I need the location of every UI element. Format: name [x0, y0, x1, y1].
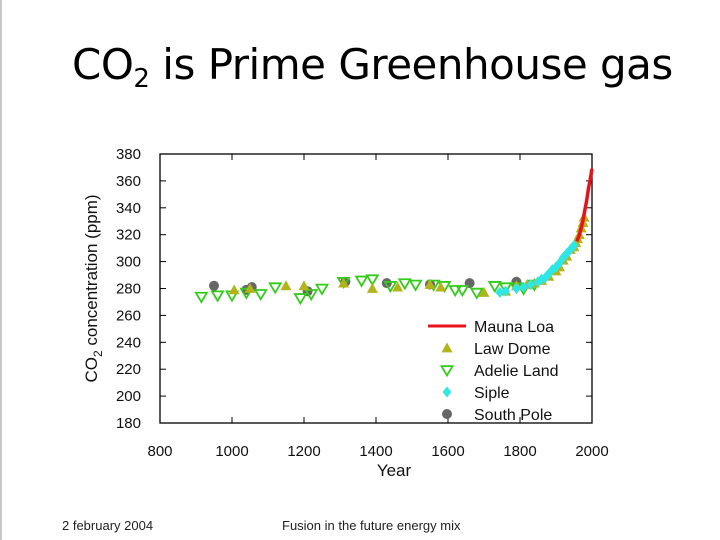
data-point-adelie [383, 281, 398, 294]
y-axis-title-prefix: CO [82, 357, 101, 383]
data-point-adelie [210, 290, 225, 303]
data-point-siple [512, 283, 521, 294]
x-axis-title: Year [377, 461, 412, 480]
data-point-law_dome [435, 281, 447, 292]
y-tick-label: 200 [116, 388, 141, 405]
y-tick-label: 300 [116, 254, 141, 271]
legend-marker-south_pole [442, 409, 452, 419]
footer-title: Fusion in the future energy mix [282, 518, 461, 533]
data-point-law_dome [338, 277, 350, 288]
data-point-adelie [498, 282, 513, 295]
data-point-siple [519, 281, 528, 293]
data-point-law_dome [478, 287, 490, 297]
y-tick-label: 340 [116, 200, 141, 217]
data-point-adelie [408, 279, 423, 292]
data-point-siple [495, 287, 505, 299]
data-point-law_dome [392, 281, 404, 292]
y-tick-label: 220 [116, 361, 141, 378]
legend-label-mauna_loa: Mauna Loa [474, 319, 554, 336]
y-tick-label: 360 [116, 173, 141, 190]
data-point-adelie [365, 274, 380, 287]
data-point-adelie [314, 283, 330, 296]
data-point-siple [501, 285, 510, 297]
x-tick-label: 1400 [359, 443, 392, 460]
data-marks [194, 168, 594, 306]
legend-marker-siple [442, 386, 452, 398]
legend-marker-adelie [439, 365, 455, 378]
data-point-law_dome [366, 283, 378, 293]
x-tick-label: 1800 [503, 443, 536, 460]
y-axis-title-subscript: 2 [91, 350, 105, 357]
title-prefix: CO [72, 40, 134, 89]
data-point-south_pole [209, 280, 219, 291]
y-tick-label: 380 [116, 146, 141, 163]
data-point-law_dome [424, 278, 436, 289]
x-tick-label: 1200 [287, 443, 320, 460]
y-tick-label: 260 [116, 307, 141, 324]
x-axis-ticks: 800 1000 1200 1400 1600 1800 2000 [147, 154, 609, 460]
x-tick-label: 800 [147, 443, 172, 460]
footer-date: 2 february 2004 [62, 518, 154, 533]
data-point-adelie [304, 289, 319, 302]
data-point-adelie [354, 275, 369, 288]
data-point-law_dome [244, 283, 256, 293]
data-point-siple [569, 239, 579, 251]
legend-label-south_pole: South Pole [474, 407, 552, 424]
legend-label-adelie: Adelie Land [474, 363, 559, 380]
x-tick-label: 1600 [431, 443, 464, 460]
data-point-law_dome [228, 284, 240, 295]
data-point-adelie [253, 289, 268, 302]
y-tick-label: 320 [116, 227, 141, 244]
data-point-adelie [268, 282, 283, 295]
title-subscript: 2 [133, 64, 150, 94]
slide-title: CO2 is Prime Greenhouse gas [72, 40, 673, 94]
data-point-law_dome [298, 280, 310, 291]
y-tick-label: 240 [116, 334, 141, 351]
x-tick-label: 1000 [215, 443, 248, 460]
y-axis-title-suffix: concentration (ppm) [82, 194, 101, 350]
legend: Mauna Loa Law Dome Adelie Land Siple South P… [428, 319, 559, 424]
legend-label-siple: Siple [474, 385, 510, 402]
legend-marker-law_dome [441, 342, 453, 353]
title-suffix: is Prime Greenhouse gas [149, 40, 673, 89]
data-point-adelie [397, 278, 412, 291]
x-tick-label: 2000 [575, 443, 608, 460]
y-axis-title: CO2 concentration (ppm) [82, 194, 105, 382]
data-point-adelie [239, 287, 254, 300]
legend-label-law_dome: Law Dome [474, 341, 551, 358]
data-point-adelie [455, 285, 470, 298]
y-tick-label: 180 [116, 415, 141, 432]
data-point-adelie [293, 293, 308, 306]
slide-left-border [0, 0, 2, 540]
data-point-adelie [487, 281, 502, 294]
data-point-law_dome [280, 280, 292, 291]
series-line-mauna_loa [575, 168, 594, 243]
data-point-siple [526, 278, 536, 290]
data-point-adelie [469, 287, 484, 300]
data-point-adelie [448, 285, 463, 298]
y-axis-ticks: 180 200 220 240 260 280 300 320 340 360 380 [116, 146, 592, 432]
data-point-south_pole [381, 278, 392, 289]
data-point-adelie [194, 291, 209, 304]
y-tick-label: 280 [116, 281, 141, 298]
